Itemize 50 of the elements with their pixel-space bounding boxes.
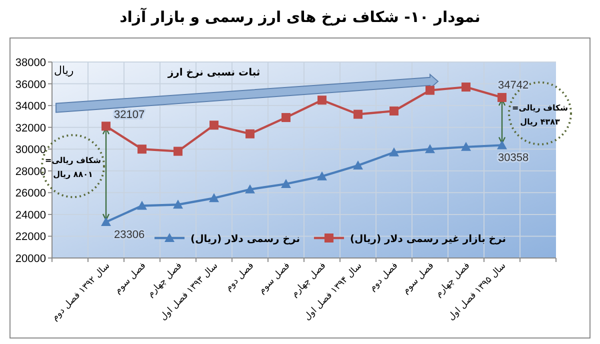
annotation: شکاف ریالی= ۴۳۸۳ ریال	[512, 103, 568, 126]
y-tick-label: 38000	[15, 57, 46, 69]
point	[461, 142, 471, 151]
x-tick-label: فصل دوم	[224, 261, 256, 294]
y-tick-label: 36000	[15, 78, 46, 91]
point	[353, 160, 363, 170]
legend-label: نرخ بازار غیر رسمی دلار (ریال)	[350, 234, 506, 245]
point	[390, 106, 398, 116]
point	[101, 217, 111, 226]
data-label: 30358	[498, 152, 529, 164]
point	[497, 140, 507, 150]
point	[318, 96, 326, 105]
chart-title: نمودار ۱۰- شکاف نرخ های ارز رسمی و بازار آزاد	[120, 7, 480, 26]
point	[426, 86, 434, 95]
point	[246, 129, 254, 138]
data-label: 32107	[114, 109, 145, 122]
y-tick-label: 28000	[15, 166, 46, 178]
y-tick-label: 30000	[15, 144, 46, 156]
point	[137, 200, 147, 210]
y-tick-label: 34000	[15, 100, 46, 113]
point	[317, 171, 327, 180]
x-tick-label: فصل سوم	[257, 261, 292, 296]
x-tick-label: فصل سوم	[401, 261, 436, 296]
point	[174, 146, 182, 156]
annotation: شکاف ریالی= ۸۸۰۱ ریال	[44, 156, 102, 180]
annotation: ثبات نسبی نرخ ارز	[166, 67, 260, 78]
point	[425, 144, 435, 154]
y-tick-label: 24000	[15, 209, 46, 222]
x-tick-label: فصل سوم	[113, 261, 148, 296]
data-label: 34742	[498, 79, 529, 92]
point	[498, 92, 506, 102]
y-tick-label: 22000	[15, 231, 46, 244]
legend-label: نرخ رسمی دلار (ریال)	[190, 234, 300, 245]
y-axis-title: ریال	[54, 64, 74, 77]
y-tick-label: 26000	[15, 188, 46, 200]
y-tick-label: 20000	[15, 253, 46, 265]
point	[462, 82, 470, 92]
point	[389, 147, 399, 156]
data-label: 23306	[114, 229, 145, 241]
point	[173, 200, 183, 209]
point	[245, 184, 255, 194]
point	[281, 178, 291, 188]
point	[210, 120, 218, 130]
x-tick-label: فصل دوم	[368, 261, 400, 294]
x-tick-label: سال ۱۳۹۲ فصل دوم	[50, 261, 112, 323]
y-tick-label: 32000	[15, 122, 46, 134]
point	[209, 193, 219, 202]
point	[354, 110, 362, 119]
point	[138, 144, 146, 154]
point	[282, 113, 290, 122]
